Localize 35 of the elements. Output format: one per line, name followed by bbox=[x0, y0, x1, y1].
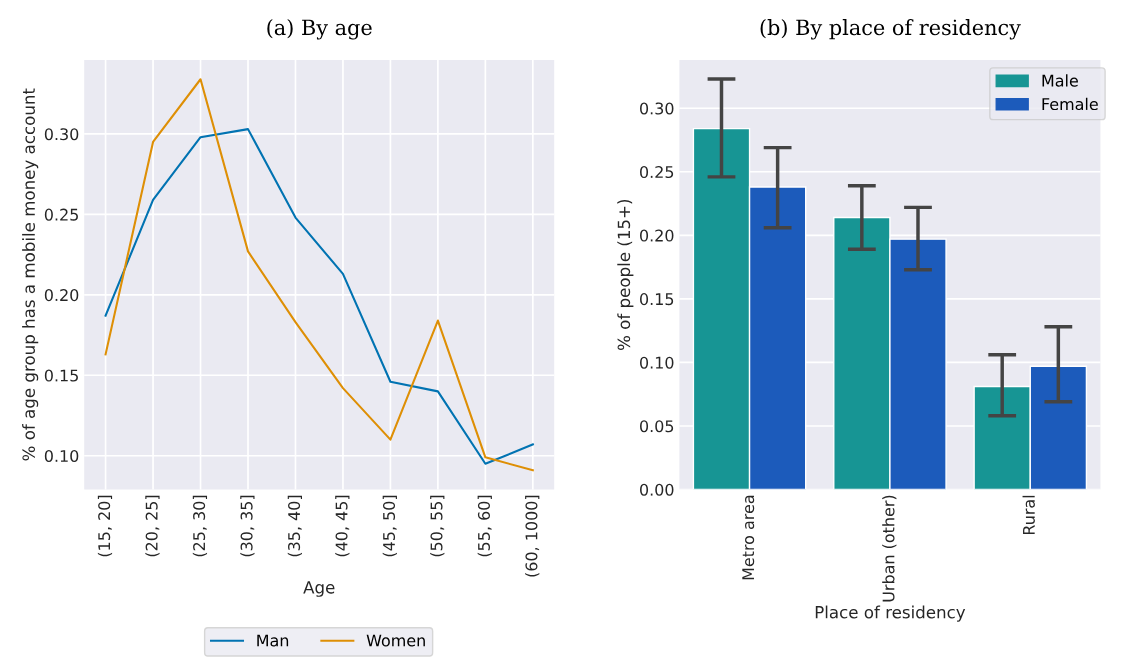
x-tick-label: (35, 40] bbox=[287, 495, 302, 557]
legend-label: Female bbox=[1042, 97, 1098, 111]
y-tick-label: 0.25 bbox=[640, 165, 674, 179]
y-tick-label: 0.15 bbox=[44, 369, 78, 382]
y-axis-title: % of age group has a mobile money account bbox=[22, 88, 39, 461]
y-axis-title: % of people (15+) bbox=[617, 199, 634, 351]
x-tick-label: (25, 30] bbox=[192, 495, 208, 557]
x-tick-label: Urban (other) bbox=[882, 495, 897, 602]
chart-title: (a) By age bbox=[267, 19, 372, 40]
x-tick-label: (50, 55] bbox=[430, 495, 445, 557]
chart-title: (b) By place of residency bbox=[760, 19, 1021, 40]
y-tick-label: 0.25 bbox=[44, 208, 78, 221]
x-tick-label: (30, 35] bbox=[240, 495, 255, 557]
x-tick-label: (20, 25] bbox=[145, 495, 160, 557]
x-tick-label: (55, 60] bbox=[477, 495, 492, 557]
legend-label: Male bbox=[1042, 74, 1078, 87]
y-tick-label: 0.10 bbox=[44, 449, 79, 463]
x-tick-label: (40, 45] bbox=[335, 495, 350, 557]
y-tick-label: 0.30 bbox=[640, 102, 674, 115]
y-tick-label: 0.15 bbox=[640, 293, 674, 306]
y-tick-label: 0.20 bbox=[640, 229, 674, 242]
y-tick-label: 0.05 bbox=[640, 420, 674, 433]
y-tick-label: 0.10 bbox=[640, 356, 674, 369]
y-tick-label: 0.20 bbox=[44, 289, 79, 302]
legend-label: Man bbox=[257, 634, 289, 647]
x-tick-label: (45, 50] bbox=[382, 495, 397, 557]
legend-label: Women bbox=[366, 634, 425, 647]
x-tick-label: Metro area bbox=[742, 495, 755, 580]
x-tick-label: Rural bbox=[1022, 495, 1035, 535]
x-tick-label: (15, 20] bbox=[97, 495, 113, 557]
y-tick-label: 0.00 bbox=[640, 483, 674, 496]
y-tick-label: 0.30 bbox=[44, 128, 79, 141]
x-axis-title: Age bbox=[303, 581, 335, 597]
x-axis-title: Place of residency bbox=[815, 605, 966, 622]
x-tick-label: (60, 1000] bbox=[525, 495, 540, 577]
